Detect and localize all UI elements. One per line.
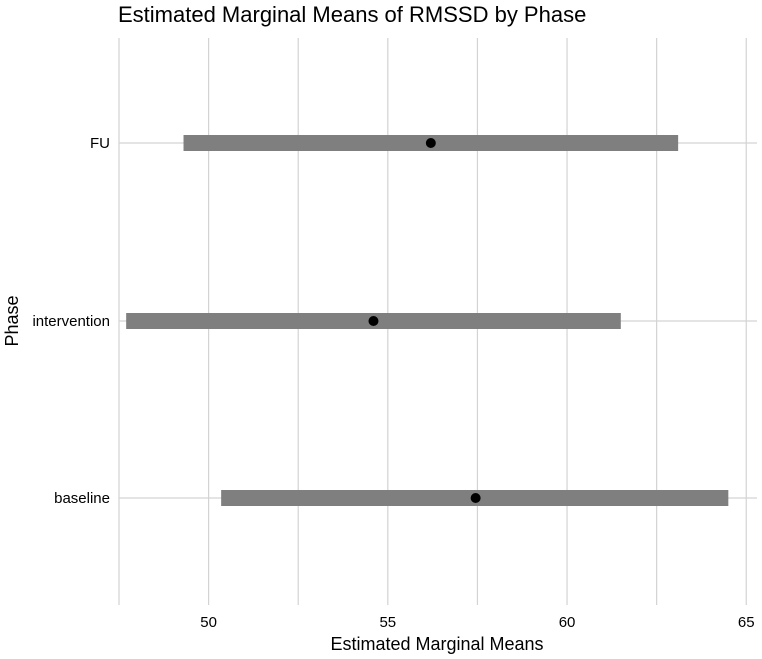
x-tick-label: 65: [738, 614, 755, 631]
y-tick-label: FU: [90, 135, 110, 152]
y-tick-label: intervention: [32, 313, 110, 330]
y-axis-ticks: baseline intervention FU: [32, 135, 110, 507]
chart-title: Estimated Marginal Means of RMSSD by Pha…: [118, 2, 586, 27]
mean-point-intervention: [368, 316, 379, 326]
y-tick-label: baseline: [54, 490, 110, 507]
mean-point-FU: [425, 138, 436, 148]
x-tick-label: 60: [559, 614, 576, 631]
x-tick-label: 50: [200, 614, 217, 631]
y-axis-title: Phase: [2, 295, 22, 346]
x-tick-label: 55: [379, 614, 396, 631]
x-axis-title: Estimated Marginal Means: [330, 634, 543, 654]
x-axis-ticks: 50 55 60 65: [200, 614, 754, 631]
mean-points: [368, 138, 481, 503]
mean-point-baseline: [470, 493, 481, 503]
